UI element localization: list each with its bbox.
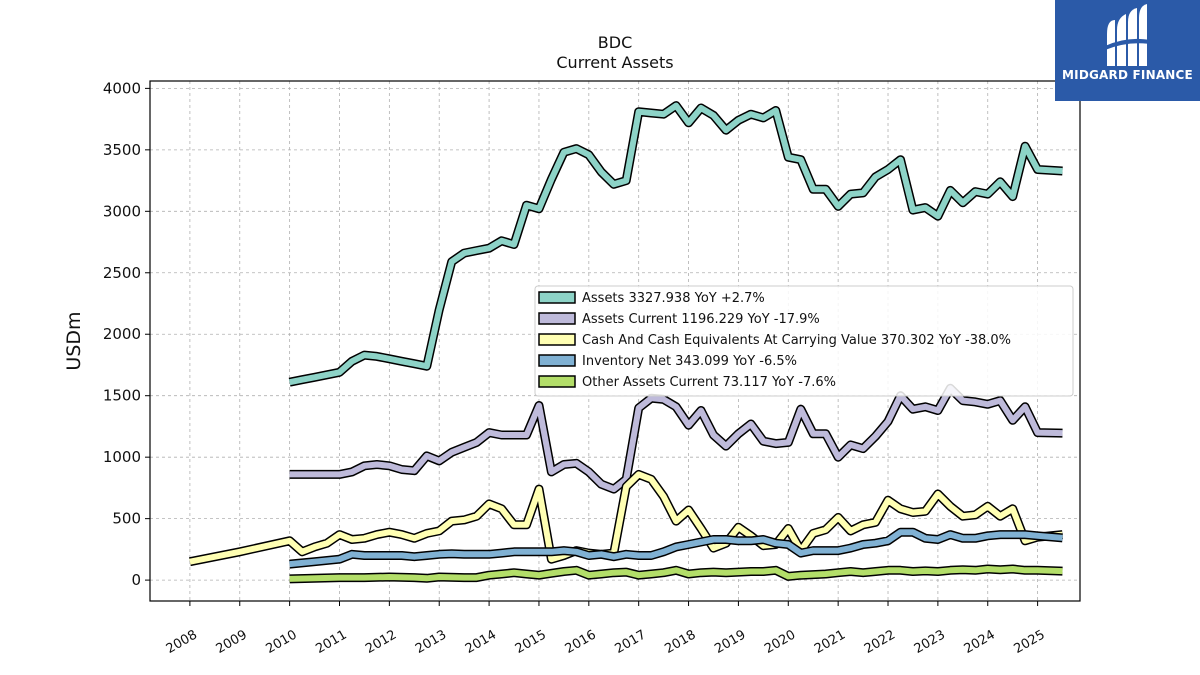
series-line [289,566,1063,582]
x-tick-label: 2014 [463,627,499,657]
series-line [289,102,1063,386]
legend-entry: Inventory Net 343.099 YoY -6.5% [582,354,797,369]
x-tick-label: 2025 [1011,627,1047,657]
x-tick-label: 2009 [214,627,250,657]
legend-swatch [538,354,576,367]
x-tick-label: 2021 [812,627,848,657]
x-tick-label: 2012 [363,627,399,657]
x-tick-label: 2020 [762,627,798,657]
legend-swatch [538,375,576,388]
series-line [289,385,1063,493]
y-tick-label: 1000 [103,448,141,466]
legend-swatch [538,333,576,346]
y-tick-label: 4000 [103,79,141,97]
midgard-logo-icon [1105,4,1150,66]
x-tick-label: 2019 [712,627,748,657]
y-tick-label: 2000 [103,325,141,343]
x-tick-label: 2022 [862,627,898,657]
brand-name: MIDGARD FINANCE [1062,68,1193,82]
chart-subtitle: Current Assets [556,53,673,72]
x-tick-label: 2011 [313,627,349,657]
x-tick-label: 2008 [164,627,200,657]
y-tick-label: 2500 [103,264,141,282]
legend-entry: Other Assets Current 73.117 YoY -7.6% [582,375,836,390]
x-tick-label: 2017 [613,627,649,657]
y-axis-label: USDm [63,311,85,370]
legend-swatch [538,312,576,325]
legend-box [534,285,1074,397]
x-tick-label: 2023 [912,627,948,657]
y-tick-label: 3000 [103,202,141,220]
plot-frame [149,80,1081,602]
series-line [189,471,1063,565]
x-tick-label: 2015 [513,627,549,657]
legend-entry: Assets 3327.938 YoY +2.7% [582,291,765,306]
legend-swatch [538,291,576,304]
y-tick-label: 1500 [103,387,141,405]
x-tick-label: 2010 [263,627,299,657]
x-tick-label: 2018 [662,627,698,657]
chart-title: BDC [598,33,632,52]
x-tick-label: 2024 [962,627,998,657]
series-line [289,529,1063,568]
brand-logo: MIDGARD FINANCE [1055,0,1200,101]
x-tick-label: 2016 [563,627,599,657]
y-tick-label: 3500 [103,141,141,159]
y-tick-label: 0 [131,571,141,589]
x-tick-label: 2013 [413,627,449,657]
y-tick-label: 500 [112,510,141,528]
legend-entry: Cash And Cash Equivalents At Carrying Va… [582,333,1011,348]
legend-entry: Assets Current 1196.229 YoY -17.9% [582,312,820,327]
